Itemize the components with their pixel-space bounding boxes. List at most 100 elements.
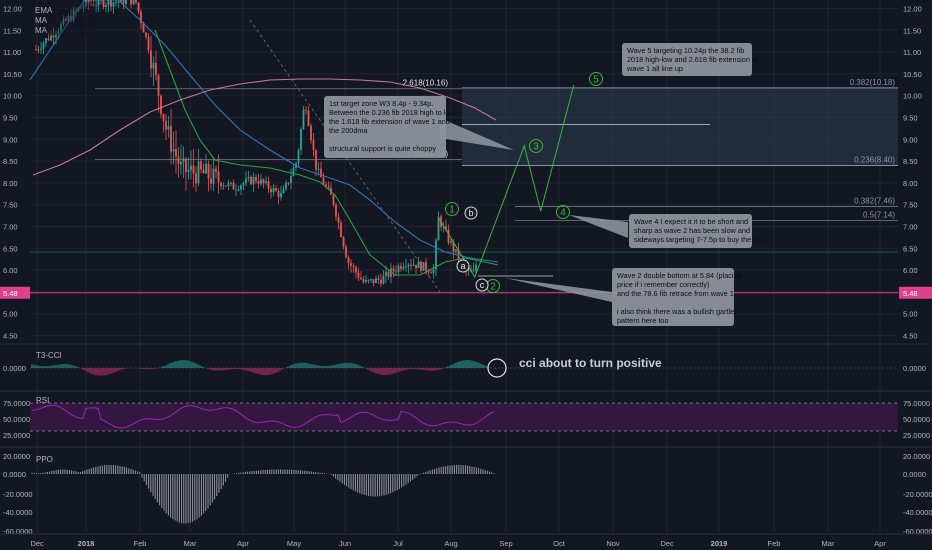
annotation-text-w3: the 1.618 fib extension of wave 1 and — [329, 117, 450, 126]
y-tick-left: 7.50 — [3, 201, 18, 210]
candle-body — [322, 177, 325, 185]
candle-body — [112, 2, 115, 7]
candle-body — [312, 140, 315, 150]
y-tick-left: 9.50 — [3, 114, 18, 123]
candle-body — [242, 183, 245, 186]
wave-label: 5 — [593, 75, 599, 86]
candle-body — [320, 168, 322, 178]
candle-body — [370, 279, 372, 281]
y-tick-left: 10.50 — [3, 70, 22, 79]
candle-body — [350, 263, 352, 266]
candle-body — [55, 34, 57, 38]
candle-body — [397, 265, 400, 272]
legend-bg — [32, 2, 96, 36]
ma-blue-line — [29, 0, 499, 263]
candle-body — [50, 34, 52, 41]
candle-body — [475, 264, 477, 271]
y-tick-right: 10.50 — [903, 70, 922, 79]
candle-body — [182, 158, 185, 162]
candle-body — [97, 0, 100, 6]
candle-body — [147, 36, 150, 51]
subwave-label: a — [460, 261, 465, 271]
y-tick-right: 9.00 — [903, 135, 918, 144]
candle-body — [332, 194, 335, 205]
candle-body — [345, 246, 347, 258]
candle-body — [215, 168, 217, 172]
candle-body — [92, 4, 95, 6]
candle-body — [315, 149, 317, 170]
candle-body — [122, 0, 125, 5]
candle-body — [392, 268, 395, 272]
annotation-text-w3: 1st target zone W3 8.4p - 9.34p. — [329, 99, 433, 108]
y-tick-left: 12.00 — [3, 5, 22, 14]
ppo-axis-tick-left: 0.0000 — [3, 470, 26, 479]
candle-body — [402, 266, 405, 269]
subwave-circle — [456, 259, 470, 273]
candle-body — [347, 257, 350, 264]
x-tick: May — [287, 539, 301, 548]
x-tick: Jun — [339, 539, 351, 548]
rsi-band — [30, 403, 898, 431]
candle-body — [372, 279, 375, 284]
candle-body — [115, 1, 117, 3]
candle-body — [37, 49, 40, 51]
candle-body — [270, 188, 272, 193]
candle-body — [355, 267, 357, 273]
annotation-text-w4: Wave 4 I expect it it to be short and — [634, 217, 748, 226]
ppo-axis-tick-left: -40.0000 — [3, 508, 33, 517]
y-tick-left: 5.00 — [3, 310, 18, 319]
callout-pointer-w4 — [569, 215, 628, 238]
y-tick-left: 4.50 — [3, 332, 18, 341]
x-tick: Apr — [874, 539, 886, 548]
candle-body — [185, 158, 187, 173]
y-tick-right: 7.00 — [903, 223, 918, 232]
wave-circle — [445, 202, 459, 216]
candle-body — [255, 177, 257, 181]
candle-body — [472, 270, 475, 272]
candle-body — [265, 181, 267, 183]
candle-body — [300, 129, 302, 151]
x-tick: Feb — [768, 539, 781, 548]
candle-body — [80, 7, 82, 9]
rsi-axis-tick: 25.0000 — [903, 431, 930, 440]
candle-body — [455, 249, 457, 252]
ppo-axis-tick: -60.0000 — [903, 527, 932, 536]
moving-averages — [29, 0, 499, 293]
candle-body — [235, 189, 237, 191]
wave-path — [438, 85, 575, 279]
annotation-text-w5: Wave 5 targeting 10.24p the 38.2 fib — [627, 46, 744, 55]
annotation-box-w5 — [622, 43, 752, 76]
wave-circle — [589, 72, 603, 86]
x-tick: 2018 — [78, 539, 95, 548]
candle-body — [380, 279, 382, 284]
candle-body — [170, 126, 172, 152]
candle-body — [220, 182, 222, 186]
price-badge-right-text: 5.48 — [903, 289, 918, 298]
candle-body — [85, 0, 87, 6]
candle-body — [90, 3, 92, 5]
candle-body — [432, 269, 435, 274]
candle-body — [257, 180, 260, 184]
candle-body — [360, 277, 362, 280]
candle-body — [95, 5, 97, 7]
price-badge-left-text: 5.48 — [3, 289, 18, 298]
ppo-axis-tick-left: 20.0000 — [3, 452, 30, 461]
y-tick-left: 11.50 — [3, 26, 21, 35]
annotation-text-w5: 2018 high-low and 2.618 fib extension of — [627, 55, 759, 64]
candle-body — [382, 276, 385, 284]
candle-body — [422, 262, 425, 271]
candle-body — [110, 0, 112, 7]
candle-body — [67, 16, 70, 21]
candle-body — [425, 262, 427, 271]
legend-label: EMA — [35, 6, 53, 15]
y-tick-right: 6.50 — [903, 244, 918, 253]
candle-body — [205, 163, 207, 174]
candle-body — [302, 109, 305, 130]
candle-body — [287, 182, 290, 184]
y-tick-right: 12.00 — [903, 5, 922, 14]
candle-body — [207, 163, 210, 179]
candle-body — [200, 161, 202, 170]
ma-pink-line — [32, 78, 497, 176]
fib-label: 2.618(10.16) — [403, 79, 449, 88]
